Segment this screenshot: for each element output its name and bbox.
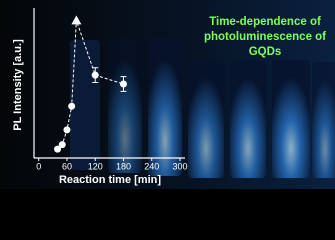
vial (312, 62, 335, 178)
chart: Time-dependence of photoluminescence of GQ… (0, 0, 335, 189)
title-line: photoluminescence of (204, 31, 326, 43)
vial (188, 60, 224, 178)
title-line: Time-dependence of (209, 16, 321, 28)
data-point (119, 80, 127, 88)
vial (148, 38, 182, 176)
x-axis-label: Reaction time [min] (59, 174, 161, 186)
x-tick-label: 120 (88, 161, 103, 171)
x-tick-label: 300 (172, 161, 187, 171)
x-tick-label: 240 (144, 161, 159, 171)
x-tick-label: 0 (36, 161, 41, 171)
title-line: GQDs (249, 46, 282, 58)
data-point (91, 71, 99, 79)
vial (70, 40, 100, 170)
title: Time-dependence of photoluminescence of GQ… (204, 16, 326, 58)
data-point (54, 145, 62, 153)
x-tick-label: 180 (116, 161, 131, 171)
data-point (58, 141, 66, 149)
data-point (71, 15, 82, 25)
vials (70, 38, 335, 178)
vial (108, 38, 142, 173)
data-point (63, 126, 71, 134)
y-axis-label: PL Intensity [a.u.] (12, 39, 24, 131)
data-point (68, 102, 76, 110)
x-tick-label: 60 (62, 161, 72, 171)
vial (272, 60, 310, 178)
vial (230, 60, 266, 178)
